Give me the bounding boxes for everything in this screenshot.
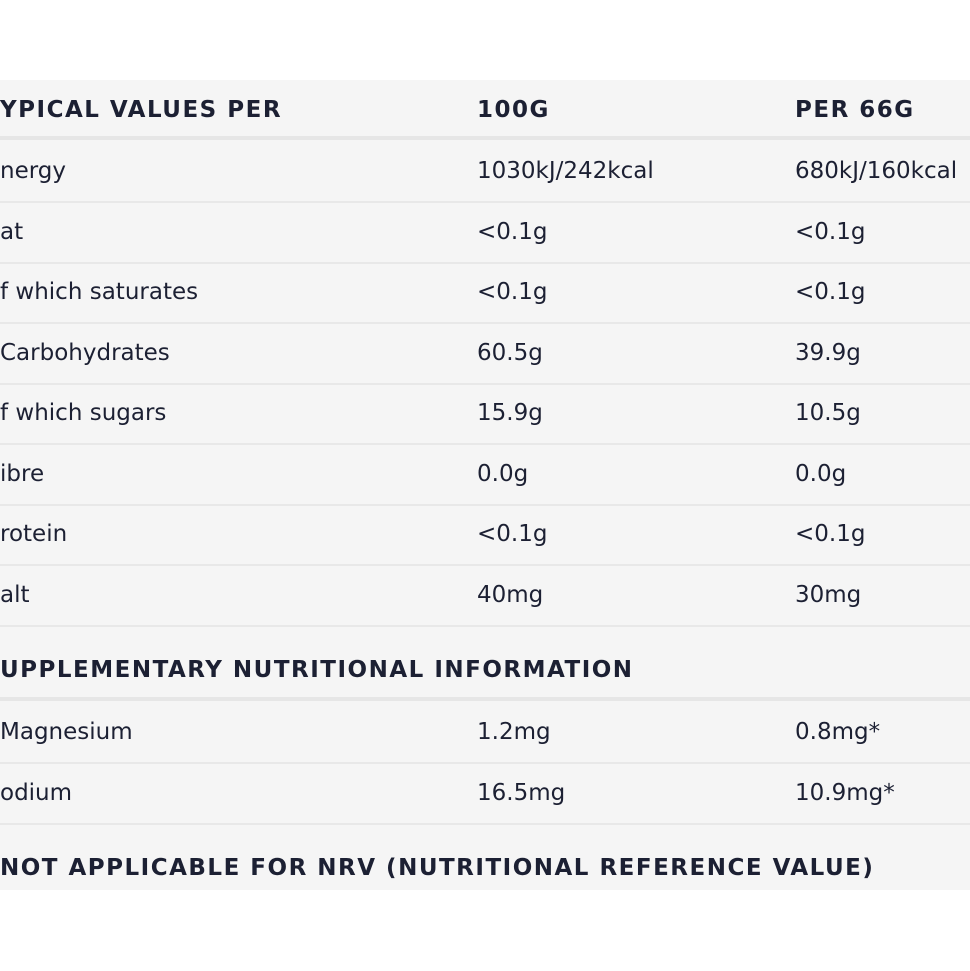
column-header: 100G bbox=[477, 97, 550, 123]
table-cell: <0.1g bbox=[477, 279, 548, 305]
table-cell: 60.5g bbox=[477, 339, 543, 366]
table-cell: rotein bbox=[0, 521, 68, 547]
nutrition-panel bbox=[0, 80, 970, 890]
table-cell: 30mg bbox=[795, 581, 862, 608]
table-cell: 16.5mg bbox=[477, 779, 566, 806]
row-divider bbox=[0, 564, 970, 566]
table-cell: f which saturates bbox=[0, 279, 199, 305]
table-cell: <0.1g bbox=[477, 521, 548, 547]
table-cell: 680kJ/160kcal bbox=[795, 158, 958, 184]
table-cell: 0.8mg* bbox=[795, 719, 881, 745]
column-header: YPICAL VALUES PER bbox=[0, 97, 283, 123]
table-cell: 40mg bbox=[477, 581, 544, 608]
table-cell: 10.9mg* bbox=[795, 779, 895, 806]
table-cell: nergy bbox=[0, 158, 66, 184]
table-cell: at bbox=[0, 218, 24, 245]
table-cell: <0.1g bbox=[795, 218, 866, 245]
table-cell: 1.2mg bbox=[477, 719, 551, 745]
row-divider bbox=[0, 822, 970, 825]
row-divider bbox=[0, 382, 970, 385]
row-divider bbox=[0, 624, 970, 627]
table-cell: 39.9g bbox=[795, 339, 861, 366]
table-cell: alt bbox=[0, 581, 30, 608]
table-cell: 0.0g bbox=[477, 460, 529, 487]
row-divider bbox=[0, 443, 970, 445]
footnote: NOT APPLICABLE FOR NRV (NUTRITIONAL REFE… bbox=[0, 855, 875, 881]
table-cell: <0.1g bbox=[795, 521, 866, 547]
table-cell: <0.1g bbox=[795, 279, 866, 305]
table-cell: ibre bbox=[0, 460, 45, 487]
table-cell: <0.1g bbox=[477, 218, 548, 245]
row-divider bbox=[0, 261, 970, 264]
table-cell: f which sugars bbox=[0, 400, 167, 426]
table-cell: 0.0g bbox=[795, 460, 847, 487]
row-divider bbox=[0, 762, 970, 764]
row-divider bbox=[0, 503, 970, 506]
table-cell: Carbohydrates bbox=[0, 339, 170, 366]
row-divider bbox=[0, 322, 970, 324]
column-header: PER 66G bbox=[795, 97, 915, 123]
table-cell: 10.5g bbox=[795, 400, 861, 426]
row-divider bbox=[0, 136, 970, 140]
row-divider bbox=[0, 697, 970, 701]
table-cell: Magnesium bbox=[0, 719, 133, 745]
table-cell: 15.9g bbox=[477, 400, 543, 426]
row-divider bbox=[0, 201, 970, 203]
section-title: UPPLEMENTARY NUTRITIONAL INFORMATION bbox=[0, 657, 634, 683]
table-cell: 1030kJ/242kcal bbox=[477, 158, 654, 184]
table-cell: odium bbox=[0, 779, 73, 806]
